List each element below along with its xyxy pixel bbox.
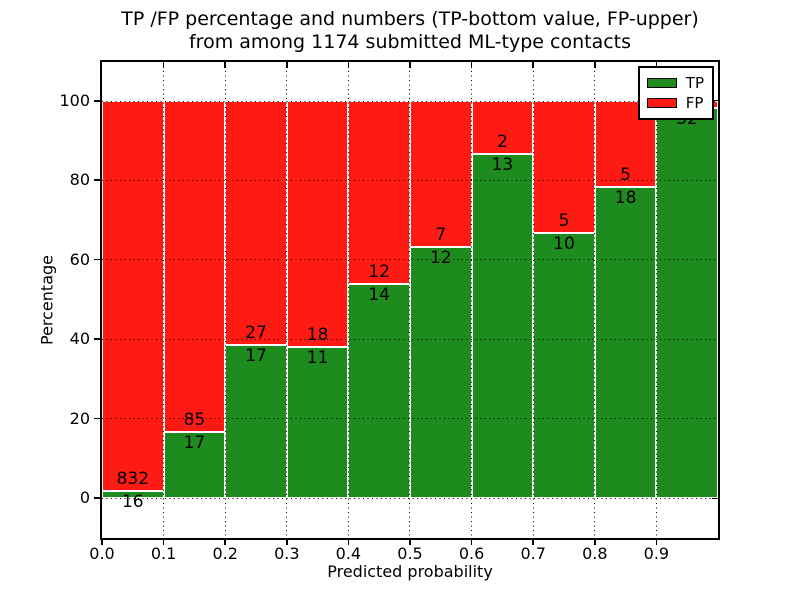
gridline-vertical — [286, 62, 289, 538]
y-tick-label: 80 — [69, 170, 90, 190]
y-tick-mark — [94, 417, 100, 420]
x-tick-mark — [470, 540, 473, 545]
x-tick-label: 0.7 — [520, 544, 546, 563]
bar-segment-fp — [348, 101, 410, 285]
bar-segment-fp — [163, 101, 226, 432]
y-tick-label: 100 — [59, 91, 90, 110]
y-tick-mark — [94, 258, 100, 261]
legend: TP FP — [637, 66, 714, 120]
legend-swatch-fp — [646, 98, 677, 108]
x-tick-label: 0.8 — [582, 544, 608, 563]
bar-segment-tp — [594, 187, 657, 498]
fp-count-label: 5 — [620, 165, 631, 186]
fp-count-label: 7 — [435, 225, 447, 246]
y-tick-mark — [94, 497, 100, 499]
tp-count-label: 12 — [429, 248, 452, 269]
tp-count-label: 17 — [183, 432, 206, 453]
y-tick-label: 20 — [69, 408, 90, 428]
y-tick-label: 0 — [79, 488, 90, 507]
bar-segment-fp — [102, 101, 164, 491]
gridline-vertical — [594, 62, 597, 538]
y-tick-mark — [94, 100, 100, 102]
tp-count-label: 14 — [368, 285, 390, 306]
gridline-vertical — [655, 62, 658, 538]
x-tick-mark — [409, 540, 411, 545]
x-tick-mark — [286, 540, 288, 545]
legend-label-tp: TP — [685, 74, 704, 92]
x-tick-label: 0.0 — [89, 544, 115, 563]
gridline-vertical — [471, 62, 473, 538]
gridline-vertical — [163, 62, 165, 538]
tp-count-label: 13 — [491, 154, 514, 175]
y-tick-mark — [94, 179, 100, 181]
fp-count-label: 832 — [116, 468, 150, 489]
fp-count-label: 12 — [368, 262, 390, 283]
bar-segment-tp — [225, 344, 287, 498]
tp-count-label: 11 — [306, 348, 329, 369]
bar-segment-tp — [286, 347, 349, 498]
fp-count-label: 5 — [558, 211, 570, 232]
gridline-vertical — [532, 62, 535, 538]
gridline-vertical — [224, 62, 227, 538]
tp-count-label: 10 — [553, 234, 575, 255]
bar-segment-tp — [656, 108, 718, 498]
tp-count-label: 17 — [245, 345, 267, 366]
x-tick-mark — [101, 540, 103, 545]
x-tick-label: 0.1 — [150, 544, 177, 563]
gridline-vertical — [347, 62, 350, 538]
fp-count-label: 27 — [245, 322, 267, 343]
x-tick-mark — [594, 540, 596, 545]
x-tick-mark — [347, 540, 350, 545]
legend-item-tp: TP — [646, 73, 704, 93]
x-tick-mark — [655, 540, 658, 545]
x-tick-label: 0.4 — [335, 544, 362, 563]
legend-swatch-tp — [646, 78, 677, 88]
tp-count-label: 18 — [614, 188, 637, 209]
x-tick-label: 0.2 — [212, 544, 238, 563]
bar-segment-tp — [471, 153, 534, 498]
gridline-vertical — [409, 62, 412, 538]
x-tick-label: 0.5 — [397, 544, 423, 563]
bar-segment-tp — [533, 233, 595, 498]
chart-title-line2: from among 1174 submitted ML-type contac… — [188, 31, 632, 53]
fp-count-label: 2 — [496, 131, 508, 152]
x-tick-label: 0.3 — [274, 544, 300, 563]
y-tick-label: 60 — [69, 249, 90, 269]
bar-segment-tp — [410, 247, 472, 498]
bar-segment-fp — [286, 101, 349, 348]
x-tick-mark — [224, 540, 226, 545]
chart-title-line1: TP /FP percentage and numbers (TP-bottom… — [121, 8, 699, 30]
y-tick-mark — [94, 338, 100, 340]
x-axis-label: Predicted probability — [327, 562, 493, 581]
x-tick-mark — [532, 540, 534, 545]
bar-segment-tp — [348, 284, 410, 498]
x-tick-label: 0.6 — [458, 544, 485, 563]
y-tick-label: 40 — [69, 329, 90, 349]
plot-area: TP FP 8321685172717181112147122135105185… — [100, 60, 720, 540]
legend-item-fp: FP — [646, 93, 704, 113]
x-tick-label: 0.9 — [643, 544, 670, 563]
fp-count-label: 85 — [183, 409, 206, 430]
x-tick-mark — [162, 540, 165, 545]
bar-segment-fp — [225, 101, 287, 345]
fp-count-label: 18 — [306, 325, 329, 346]
legend-label-fp: FP — [685, 94, 704, 112]
tp-count-label: 16 — [121, 491, 144, 512]
